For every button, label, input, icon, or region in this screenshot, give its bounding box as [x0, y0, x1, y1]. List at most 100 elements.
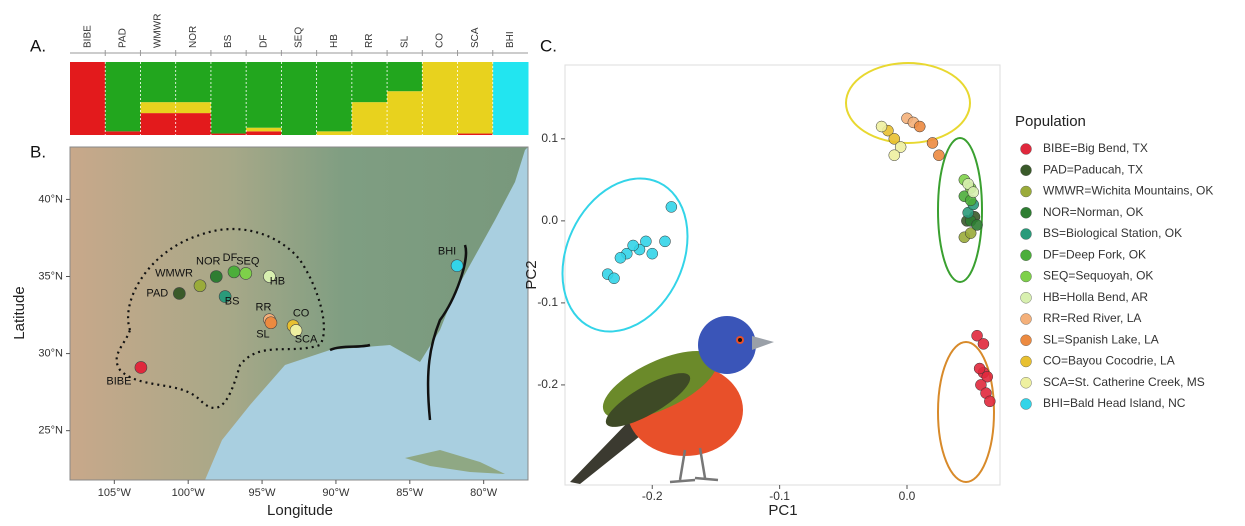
population-label: HB	[329, 34, 340, 48]
y-tick-label: 25°N	[38, 425, 63, 437]
pca-point	[984, 396, 995, 407]
population-label: BHI	[505, 31, 516, 48]
pca-point	[972, 219, 983, 230]
population-label: CO	[435, 33, 446, 48]
y-tick-label: 35°N	[38, 270, 63, 282]
ancestry-segment	[352, 102, 388, 135]
legend-swatch	[1021, 377, 1032, 388]
population-point	[210, 271, 222, 283]
x-tick-label: 90°W	[322, 487, 350, 499]
pca-point	[974, 363, 985, 374]
legend-label: RR=Red River, LA	[1043, 311, 1141, 325]
y-tick-label: 0.1	[541, 131, 558, 145]
legend-label: SCA=St. Catherine Creek, MS	[1043, 375, 1205, 389]
ancestry-segment	[387, 91, 423, 135]
legend-swatch	[1021, 165, 1032, 176]
ancestry-segment	[352, 62, 388, 102]
y-tick-label: 30°N	[38, 347, 63, 359]
population-label: RR	[364, 34, 375, 48]
ancestry-segment	[246, 131, 282, 135]
figure: Longitude Latitude PC1 PC2 A. B. C. Popu…	[0, 0, 1245, 521]
x-tick-label: 85°W	[396, 487, 424, 499]
legend-label: BHI=Bald Head Island, NC	[1043, 396, 1186, 410]
x-axis-title: Longitude	[267, 502, 333, 519]
x-axis-title: PC1	[768, 502, 797, 519]
y-tick-label: -0.1	[537, 295, 558, 309]
point-label: BS	[225, 295, 240, 307]
population-label: NOR	[188, 26, 199, 48]
population-point	[173, 287, 185, 299]
population-point	[265, 317, 277, 329]
x-tick-label: 100°W	[172, 487, 206, 499]
ancestry-segment	[140, 62, 176, 102]
legend-label: BS=Biological Station, OK	[1043, 226, 1182, 240]
point-label: CO	[293, 308, 310, 320]
ancestry-segment	[422, 62, 458, 135]
legend-swatch	[1021, 314, 1032, 325]
legend-label: SEQ=Sequoyah, OK	[1043, 269, 1153, 283]
panel-label: A.	[30, 36, 46, 55]
y-axis-title: PC2	[523, 260, 540, 289]
y-tick-label: 40°N	[38, 193, 63, 205]
pca-point	[876, 121, 887, 132]
pca-point	[659, 236, 670, 247]
y-tick-label: -0.2	[537, 377, 558, 391]
legend-label: BIBE=Big Bend, TX	[1043, 141, 1148, 155]
pca-point	[978, 338, 989, 349]
pca-point	[914, 121, 925, 132]
pca-point	[933, 150, 944, 161]
ancestry-segment	[246, 128, 282, 132]
point-label: SCA	[295, 333, 318, 345]
point-label: RR	[256, 302, 272, 314]
x-tick-label: 80°W	[470, 487, 498, 499]
point-label: BIBE	[106, 375, 131, 387]
pca-point	[609, 273, 620, 284]
population-label: BIBE	[82, 25, 93, 48]
legend-swatch	[1021, 207, 1032, 218]
legend-label: DF=Deep Fork, OK	[1043, 247, 1146, 261]
panel-label: C.	[540, 36, 557, 55]
ancestry-segment	[246, 62, 282, 128]
legend-swatch	[1021, 292, 1032, 303]
legend-label: WMWR=Wichita Mountains, OK	[1043, 184, 1213, 198]
legend-label: CO=Bayou Cocodrie, LA	[1043, 354, 1175, 368]
panel-label: B.	[30, 142, 46, 161]
point-label: NOR	[196, 255, 221, 267]
legend-swatch	[1021, 250, 1032, 261]
ancestry-segment	[105, 62, 141, 131]
y-tick-label: 0.0	[541, 213, 558, 227]
legend-label: SL=Spanish Lake, LA	[1043, 332, 1159, 346]
ancestry-segment	[176, 113, 212, 135]
legend-label: PAD=Paducah, TX	[1043, 162, 1143, 176]
population-label: SEQ	[294, 27, 305, 48]
ancestry-segment	[176, 102, 212, 113]
pca-point	[615, 252, 626, 263]
point-label: SEQ	[236, 255, 260, 267]
legend-swatch	[1021, 335, 1032, 346]
ancestry-segment	[281, 62, 317, 135]
ancestry-segment	[458, 134, 494, 135]
x-tick-label: 95°W	[249, 487, 277, 499]
population-label: DF	[258, 35, 269, 48]
legend-swatch	[1021, 356, 1032, 367]
pca-point	[647, 248, 658, 259]
pca-point	[889, 150, 900, 161]
legend-swatch	[1021, 144, 1032, 155]
x-tick-label: 105°W	[98, 487, 132, 499]
population-point	[228, 266, 240, 278]
ancestry-segment	[140, 113, 176, 135]
ancestry-segment	[458, 62, 494, 134]
population-label: WMWR	[153, 14, 164, 48]
ancestry-segment	[140, 102, 176, 113]
legend-swatch	[1021, 186, 1032, 197]
ancestry-segment	[317, 62, 353, 131]
pca-point	[968, 187, 979, 198]
point-label: SL	[256, 329, 269, 341]
population-label: PAD	[117, 28, 128, 48]
pca-point	[628, 240, 639, 251]
population-point	[194, 280, 206, 292]
legend-swatch	[1021, 399, 1032, 410]
pca-point	[927, 137, 938, 148]
point-label: BHI	[438, 246, 456, 258]
population-label: SCA	[470, 27, 481, 48]
